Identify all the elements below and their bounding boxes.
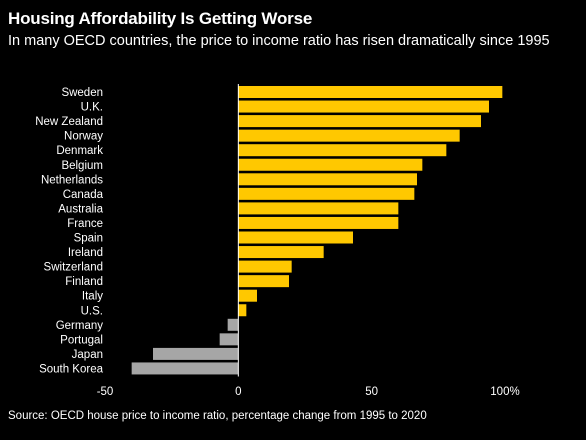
x-tick-label: -50 — [97, 386, 114, 398]
bar-u-k — [238, 100, 489, 113]
bar-japan — [153, 347, 239, 360]
category-label: U.K. — [81, 102, 103, 114]
bar-france — [238, 216, 399, 229]
bar-portugal — [219, 333, 239, 346]
x-tick-label: 0 — [235, 386, 241, 398]
x-tick-label: 50 — [365, 386, 378, 398]
bar-belgium — [238, 158, 423, 171]
category-label: Japan — [72, 349, 103, 361]
category-label: U.S. — [81, 305, 103, 317]
category-label: Italy — [82, 291, 103, 303]
bar-norway — [238, 129, 460, 142]
bar-canada — [238, 187, 415, 200]
x-axis-ticks-group: -50 0 50 100% — [97, 386, 520, 398]
category-label: Australia — [58, 203, 103, 215]
chart-subtitle: In many OECD countries, the price to inc… — [8, 33, 550, 49]
category-label: Finland — [65, 276, 103, 288]
category-label: Spain — [74, 233, 103, 245]
bar-south-korea — [131, 362, 239, 375]
category-label: New Zealand — [35, 116, 103, 128]
bar-new-zealand — [238, 115, 481, 128]
category-label: Ireland — [68, 247, 103, 259]
category-label: Norway — [64, 131, 103, 143]
category-label: Canada — [63, 189, 104, 201]
x-tick-label: 100% — [490, 386, 519, 398]
category-label: South Korea — [39, 363, 104, 375]
category-label: Sweden — [61, 87, 103, 99]
chart-title: Housing Affordability Is Getting Worse — [8, 9, 313, 28]
bar-germany — [227, 318, 239, 331]
bars-group — [131, 86, 503, 375]
category-label: Denmark — [56, 145, 103, 157]
category-label: Belgium — [61, 160, 103, 172]
category-label: France — [67, 218, 103, 230]
bar-ireland — [238, 246, 324, 259]
bar-italy — [238, 289, 257, 302]
bar-netherlands — [238, 173, 417, 186]
bar-switzerland — [238, 260, 292, 273]
category-label: Netherlands — [41, 174, 103, 186]
category-label: Switzerland — [44, 262, 103, 274]
bar-australia — [238, 202, 399, 215]
source-note: Source: OECD house price to income ratio… — [8, 410, 427, 422]
bar-sweden — [238, 86, 503, 98]
category-labels-group: Sweden U.K. New Zealand Norway Denmark Belgiu… — [35, 87, 103, 375]
category-label: Germany — [56, 320, 104, 332]
bar-denmark — [238, 144, 447, 157]
bar-u-s — [238, 304, 247, 317]
bar-spain — [238, 231, 353, 244]
category-label: Portugal — [60, 334, 103, 346]
bar-finland — [238, 275, 289, 288]
